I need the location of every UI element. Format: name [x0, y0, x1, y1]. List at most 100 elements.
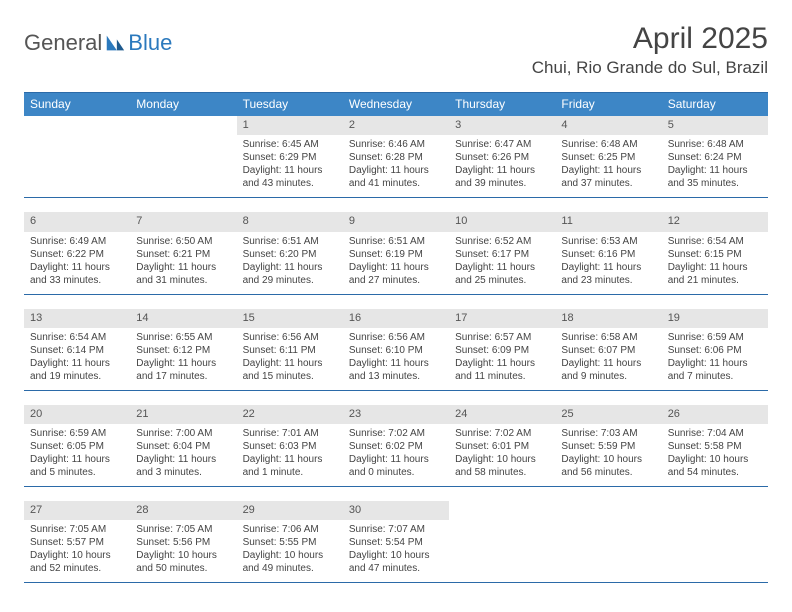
- sunrise-line: Sunrise: 6:57 AM: [455, 331, 549, 344]
- sunset-line: Sunset: 6:17 PM: [455, 248, 549, 261]
- day-cell: 9Sunrise: 6:51 AMSunset: 6:19 PMDaylight…: [343, 212, 449, 293]
- day-body: Sunrise: 7:06 AMSunset: 5:55 PMDaylight:…: [237, 520, 343, 582]
- dow-cell: Wednesday: [343, 93, 449, 116]
- sunset-line: Sunset: 6:16 PM: [561, 248, 655, 261]
- daylight-line: Daylight: 10 hours and 58 minutes.: [455, 453, 549, 479]
- day-cell: 5Sunrise: 6:48 AMSunset: 6:24 PMDaylight…: [662, 116, 768, 197]
- day-cell: .: [662, 501, 768, 582]
- sunset-line: Sunset: 6:20 PM: [243, 248, 337, 261]
- day-cell: 10Sunrise: 6:52 AMSunset: 6:17 PMDayligh…: [449, 212, 555, 293]
- day-body: Sunrise: 6:48 AMSunset: 6:25 PMDaylight:…: [555, 135, 661, 197]
- day-number: 23: [343, 405, 449, 424]
- day-cell: 29Sunrise: 7:06 AMSunset: 5:55 PMDayligh…: [237, 501, 343, 582]
- day-cell: 30Sunrise: 7:07 AMSunset: 5:54 PMDayligh…: [343, 501, 449, 582]
- sunrise-line: Sunrise: 6:54 AM: [30, 331, 124, 344]
- day-body: Sunrise: 6:45 AMSunset: 6:29 PMDaylight:…: [237, 135, 343, 197]
- sunrise-line: Sunrise: 7:05 AM: [136, 523, 230, 536]
- dow-cell: Sunday: [24, 93, 130, 116]
- day-cell: 28Sunrise: 7:05 AMSunset: 5:56 PMDayligh…: [130, 501, 236, 582]
- daylight-line: Daylight: 10 hours and 49 minutes.: [243, 549, 337, 575]
- day-number: 16: [343, 309, 449, 328]
- sunrise-line: Sunrise: 7:00 AM: [136, 427, 230, 440]
- sunrise-line: Sunrise: 7:04 AM: [668, 427, 762, 440]
- day-cell: 21Sunrise: 7:00 AMSunset: 6:04 PMDayligh…: [130, 405, 236, 486]
- daylight-line: Daylight: 11 hours and 35 minutes.: [668, 164, 762, 190]
- daylight-line: Daylight: 10 hours and 50 minutes.: [136, 549, 230, 575]
- sunset-line: Sunset: 6:12 PM: [136, 344, 230, 357]
- day-cell: .: [555, 501, 661, 582]
- day-number: 2: [343, 116, 449, 135]
- daylight-line: Daylight: 11 hours and 25 minutes.: [455, 261, 549, 287]
- sunrise-line: Sunrise: 7:05 AM: [30, 523, 124, 536]
- sunset-line: Sunset: 6:15 PM: [668, 248, 762, 261]
- daylight-line: Daylight: 11 hours and 37 minutes.: [561, 164, 655, 190]
- day-number: 5: [662, 116, 768, 135]
- sunset-line: Sunset: 6:03 PM: [243, 440, 337, 453]
- dow-cell: Saturday: [662, 93, 768, 116]
- week-spacer: [24, 487, 768, 501]
- daylight-line: Daylight: 11 hours and 23 minutes.: [561, 261, 655, 287]
- day-number: 8: [237, 212, 343, 231]
- days-of-week-row: SundayMondayTuesdayWednesdayThursdayFrid…: [24, 93, 768, 116]
- daylight-line: Daylight: 10 hours and 56 minutes.: [561, 453, 655, 479]
- daylight-line: Daylight: 11 hours and 31 minutes.: [136, 261, 230, 287]
- day-cell: 17Sunrise: 6:57 AMSunset: 6:09 PMDayligh…: [449, 309, 555, 390]
- daylight-line: Daylight: 11 hours and 19 minutes.: [30, 357, 124, 383]
- day-body: [662, 520, 768, 570]
- header: General Blue April 2025 Chui, Rio Grande…: [24, 22, 768, 78]
- logo-sail-icon: [104, 32, 126, 54]
- week-spacer: [24, 198, 768, 212]
- day-body: Sunrise: 6:51 AMSunset: 6:19 PMDaylight:…: [343, 232, 449, 294]
- day-body: Sunrise: 6:59 AMSunset: 6:05 PMDaylight:…: [24, 424, 130, 486]
- sunrise-line: Sunrise: 6:46 AM: [349, 138, 443, 151]
- sunset-line: Sunset: 6:11 PM: [243, 344, 337, 357]
- day-cell: 25Sunrise: 7:03 AMSunset: 5:59 PMDayligh…: [555, 405, 661, 486]
- day-cell: 13Sunrise: 6:54 AMSunset: 6:14 PMDayligh…: [24, 309, 130, 390]
- day-cell: 11Sunrise: 6:53 AMSunset: 6:16 PMDayligh…: [555, 212, 661, 293]
- day-body: Sunrise: 6:58 AMSunset: 6:07 PMDaylight:…: [555, 328, 661, 390]
- sunset-line: Sunset: 6:29 PM: [243, 151, 337, 164]
- sunrise-line: Sunrise: 7:06 AM: [243, 523, 337, 536]
- day-number: 13: [24, 309, 130, 328]
- logo-text-blue: Blue: [128, 30, 172, 56]
- day-body: Sunrise: 6:48 AMSunset: 6:24 PMDaylight:…: [662, 135, 768, 197]
- week-row: 27Sunrise: 7:05 AMSunset: 5:57 PMDayligh…: [24, 501, 768, 583]
- daylight-line: Daylight: 11 hours and 9 minutes.: [561, 357, 655, 383]
- day-number: 1: [237, 116, 343, 135]
- daylight-line: Daylight: 11 hours and 29 minutes.: [243, 261, 337, 287]
- daylight-line: Daylight: 11 hours and 5 minutes.: [30, 453, 124, 479]
- daylight-line: Daylight: 11 hours and 7 minutes.: [668, 357, 762, 383]
- week-spacer: [24, 391, 768, 405]
- day-number: 10: [449, 212, 555, 231]
- day-body: Sunrise: 7:00 AMSunset: 6:04 PMDaylight:…: [130, 424, 236, 486]
- daylight-line: Daylight: 10 hours and 52 minutes.: [30, 549, 124, 575]
- day-body: Sunrise: 6:51 AMSunset: 6:20 PMDaylight:…: [237, 232, 343, 294]
- sunrise-line: Sunrise: 6:48 AM: [668, 138, 762, 151]
- sunrise-line: Sunrise: 6:45 AM: [243, 138, 337, 151]
- sunrise-line: Sunrise: 6:54 AM: [668, 235, 762, 248]
- daylight-line: Daylight: 11 hours and 0 minutes.: [349, 453, 443, 479]
- day-number: 4: [555, 116, 661, 135]
- daylight-line: Daylight: 10 hours and 54 minutes.: [668, 453, 762, 479]
- daylight-line: Daylight: 11 hours and 13 minutes.: [349, 357, 443, 383]
- day-cell: 4Sunrise: 6:48 AMSunset: 6:25 PMDaylight…: [555, 116, 661, 197]
- weeks-container: ..1Sunrise: 6:45 AMSunset: 6:29 PMDaylig…: [24, 116, 768, 583]
- day-cell: 14Sunrise: 6:55 AMSunset: 6:12 PMDayligh…: [130, 309, 236, 390]
- sunset-line: Sunset: 6:02 PM: [349, 440, 443, 453]
- logo-text-general: General: [24, 30, 102, 56]
- day-number: 27: [24, 501, 130, 520]
- day-body: Sunrise: 6:50 AMSunset: 6:21 PMDaylight:…: [130, 232, 236, 294]
- sunset-line: Sunset: 6:04 PM: [136, 440, 230, 453]
- sunrise-line: Sunrise: 7:03 AM: [561, 427, 655, 440]
- sunset-line: Sunset: 5:54 PM: [349, 536, 443, 549]
- day-number: 18: [555, 309, 661, 328]
- sunset-line: Sunset: 6:09 PM: [455, 344, 549, 357]
- week-spacer: [24, 295, 768, 309]
- sunrise-line: Sunrise: 6:50 AM: [136, 235, 230, 248]
- day-cell: 8Sunrise: 6:51 AMSunset: 6:20 PMDaylight…: [237, 212, 343, 293]
- day-body: Sunrise: 7:02 AMSunset: 6:01 PMDaylight:…: [449, 424, 555, 486]
- sunset-line: Sunset: 5:58 PM: [668, 440, 762, 453]
- day-body: Sunrise: 6:54 AMSunset: 6:14 PMDaylight:…: [24, 328, 130, 390]
- day-number: 15: [237, 309, 343, 328]
- day-cell: 2Sunrise: 6:46 AMSunset: 6:28 PMDaylight…: [343, 116, 449, 197]
